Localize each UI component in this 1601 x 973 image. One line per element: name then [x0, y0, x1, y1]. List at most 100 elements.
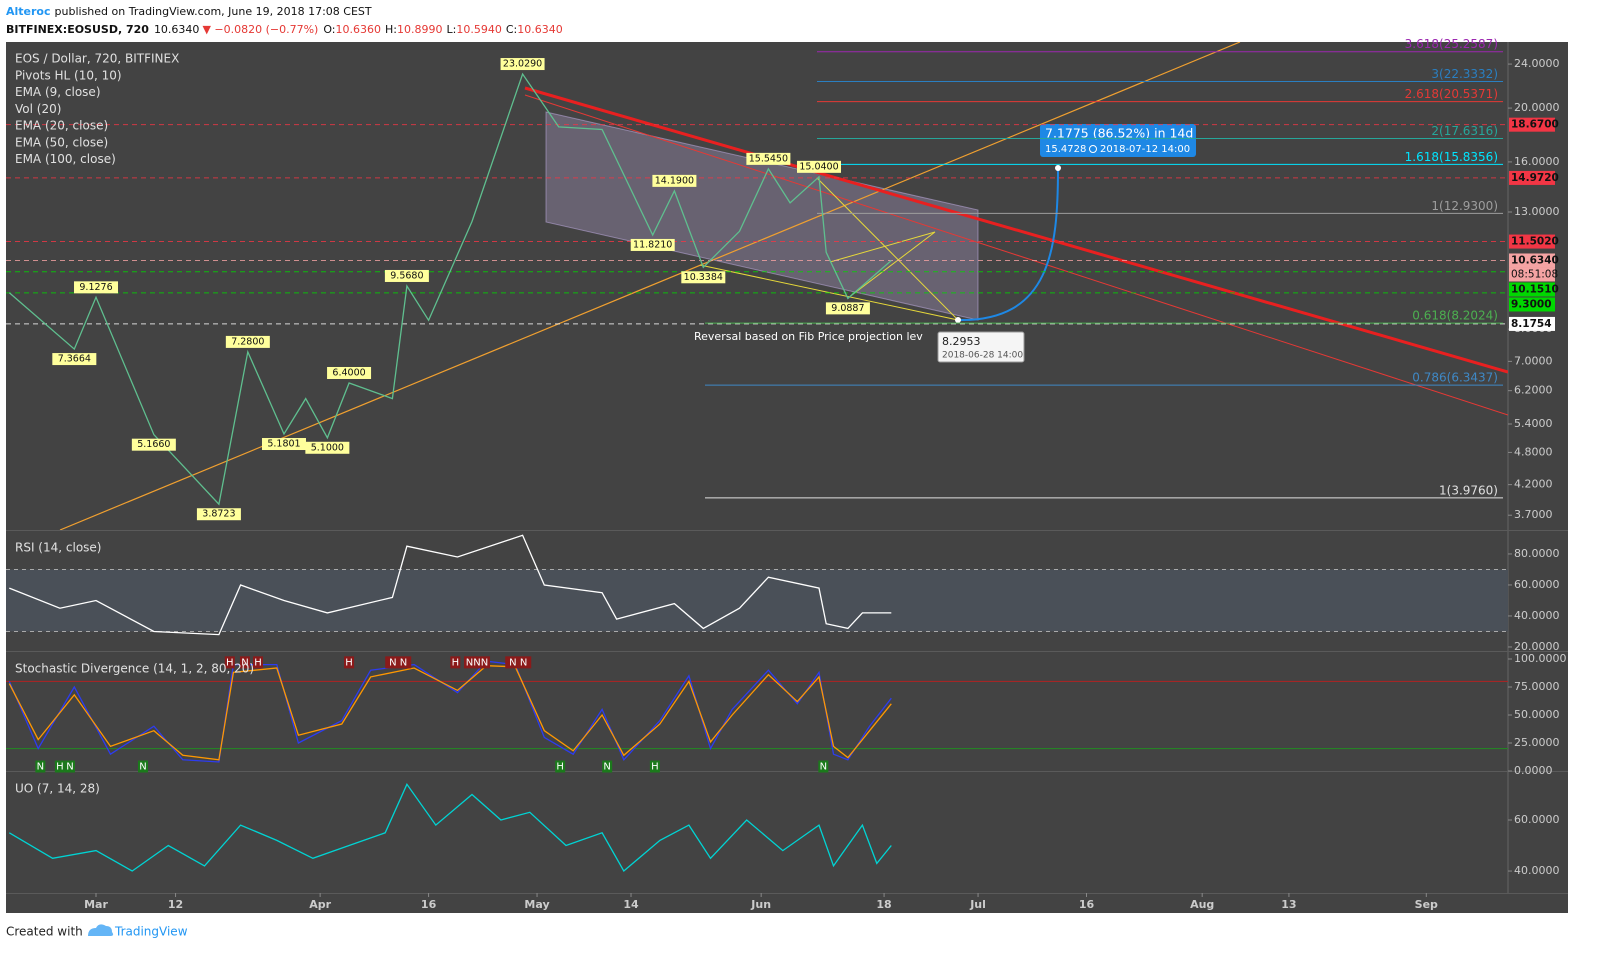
pivot-label: 9.1276	[79, 282, 112, 293]
footer-brand[interactable]: TradingView	[114, 925, 188, 939]
y-tick-label: 0.0000	[1514, 764, 1553, 777]
ohlc-label: O:	[323, 23, 335, 36]
div-marker-label: NNN	[466, 657, 488, 668]
pane-title: RSI (14, close)	[15, 541, 101, 555]
price-badge	[1509, 117, 1555, 132]
x-tick-label: Aug	[1190, 898, 1214, 911]
pivot-label: 5.1000	[311, 442, 344, 453]
fib-label: 1(3.9760)	[1439, 483, 1498, 497]
trend-line[interactable]	[524, 86, 1508, 374]
projection-box	[1040, 124, 1196, 157]
projection-price: 15.4728	[1045, 144, 1086, 155]
x-tick-label: 12	[168, 898, 183, 911]
pattern-line[interactable]	[829, 231, 936, 299]
last: 10.6340	[154, 23, 200, 36]
pivot-box	[225, 335, 270, 348]
x-tick-label: 14	[623, 898, 639, 911]
x-tick-label: 16	[1079, 898, 1095, 911]
pivot-box	[630, 238, 675, 251]
div-marker	[450, 656, 461, 669]
trend-line[interactable]	[59, 42, 1241, 530]
price-badge	[1509, 234, 1555, 249]
pivot-label: 7.3664	[58, 354, 91, 365]
x-tick-label: May	[524, 898, 549, 911]
div-marker	[555, 760, 566, 773]
fib-label: 1(12.9300)	[1431, 199, 1498, 213]
trend-line[interactable]	[524, 94, 1508, 416]
div-marker	[602, 760, 613, 773]
logo[interactable]	[88, 924, 114, 936]
series-line	[8, 782, 892, 873]
y-tick-label: 3.7000	[1514, 508, 1553, 521]
div-marker	[344, 656, 355, 669]
published: published on TradingView.com, June 19, 2…	[55, 5, 372, 18]
pivot-label: 10.3384	[684, 272, 723, 283]
div-marker-label: H	[254, 657, 262, 668]
div-marker	[252, 656, 263, 669]
y-tick-label: 20.0000	[1514, 640, 1560, 653]
anchor[interactable]	[955, 317, 961, 323]
pivot-box	[327, 366, 372, 379]
fib-label: 0.618(8.2024)	[1412, 309, 1498, 323]
band-fill	[6, 569, 1508, 632]
x-tick-label: 13	[1281, 898, 1296, 911]
pane-title: UO (7, 14, 28)	[15, 782, 100, 796]
y-tick-label: 6.2000	[1514, 384, 1553, 397]
pivot-label: 9.0887	[831, 303, 864, 314]
y-tick-label: 50.0000	[1514, 708, 1560, 721]
fib-label: 0.786(6.3437)	[1412, 371, 1498, 385]
div-marker	[649, 760, 660, 773]
div-marker-label: N	[139, 762, 146, 773]
div-marker	[54, 760, 65, 773]
div-marker	[138, 760, 149, 773]
indicator-label: Pivots HL (10, 10)	[15, 69, 122, 83]
pivot-label: 14.1900	[655, 175, 694, 186]
pivot-label: 9.5680	[390, 270, 423, 281]
indicator-label: EMA (50, close)	[15, 135, 108, 149]
x-tick-label: Apr	[309, 898, 331, 911]
x-tick-label: 16	[421, 898, 437, 911]
price-badge-label: 10.1510	[1511, 283, 1559, 295]
fib-label: 3.618(25.2587)	[1405, 37, 1498, 51]
quote-line: BITFINEX:EOSUSD, 720 10.6340 ▼ −0.0820 (−0…	[6, 23, 563, 36]
countdown: 08:51:08	[1511, 268, 1558, 280]
y-tick-label: 75.0000	[1514, 680, 1560, 693]
div-marker-label: N	[37, 762, 44, 773]
div-marker-label: H	[226, 657, 234, 668]
indicator-label: Vol (20)	[15, 102, 61, 116]
price-badge-label: 18.6700	[1511, 119, 1559, 131]
y-tick-label: 60.0000	[1514, 813, 1560, 826]
anchor[interactable]	[1055, 165, 1061, 171]
fib-label: 3(22.3332)	[1431, 67, 1498, 81]
price-badge-label: 14.9720	[1511, 172, 1559, 184]
price-badge-label: 10.6340	[1511, 254, 1559, 266]
author[interactable]: Alteroc	[6, 5, 51, 18]
drawings	[59, 42, 1508, 530]
pivot-box	[500, 58, 545, 71]
div-marker	[64, 760, 75, 773]
series-line	[8, 72, 892, 506]
div-marker-label: N	[66, 762, 73, 773]
clock-icon	[1089, 145, 1097, 153]
div-marker-label: N	[603, 762, 610, 773]
div-marker	[239, 656, 250, 669]
div-marker	[818, 760, 829, 773]
div-marker	[35, 760, 46, 773]
price-badge	[1509, 282, 1555, 297]
y-tick-label: 24.0000	[1514, 57, 1560, 70]
y-tick-label: 25.0000	[1514, 736, 1560, 749]
ohlc-label: H:	[385, 23, 397, 36]
y-tick-label: 16.0000	[1514, 155, 1560, 168]
price-badge	[1509, 316, 1555, 331]
price-badge-label: 11.5020	[1511, 236, 1559, 248]
pane-title: Stochastic Divergence (14, 1, 2, 80, 20)	[15, 662, 254, 676]
pivot-box	[74, 281, 119, 294]
series-line	[9, 534, 892, 636]
div-marker-label: N	[820, 762, 827, 773]
y-tick-label: 40.0000	[1514, 864, 1560, 877]
fib-label: 2.618(20.5371)	[1405, 87, 1498, 101]
projection-arc[interactable]	[957, 167, 1059, 322]
y-tick-label: 4.2000	[1514, 478, 1553, 491]
